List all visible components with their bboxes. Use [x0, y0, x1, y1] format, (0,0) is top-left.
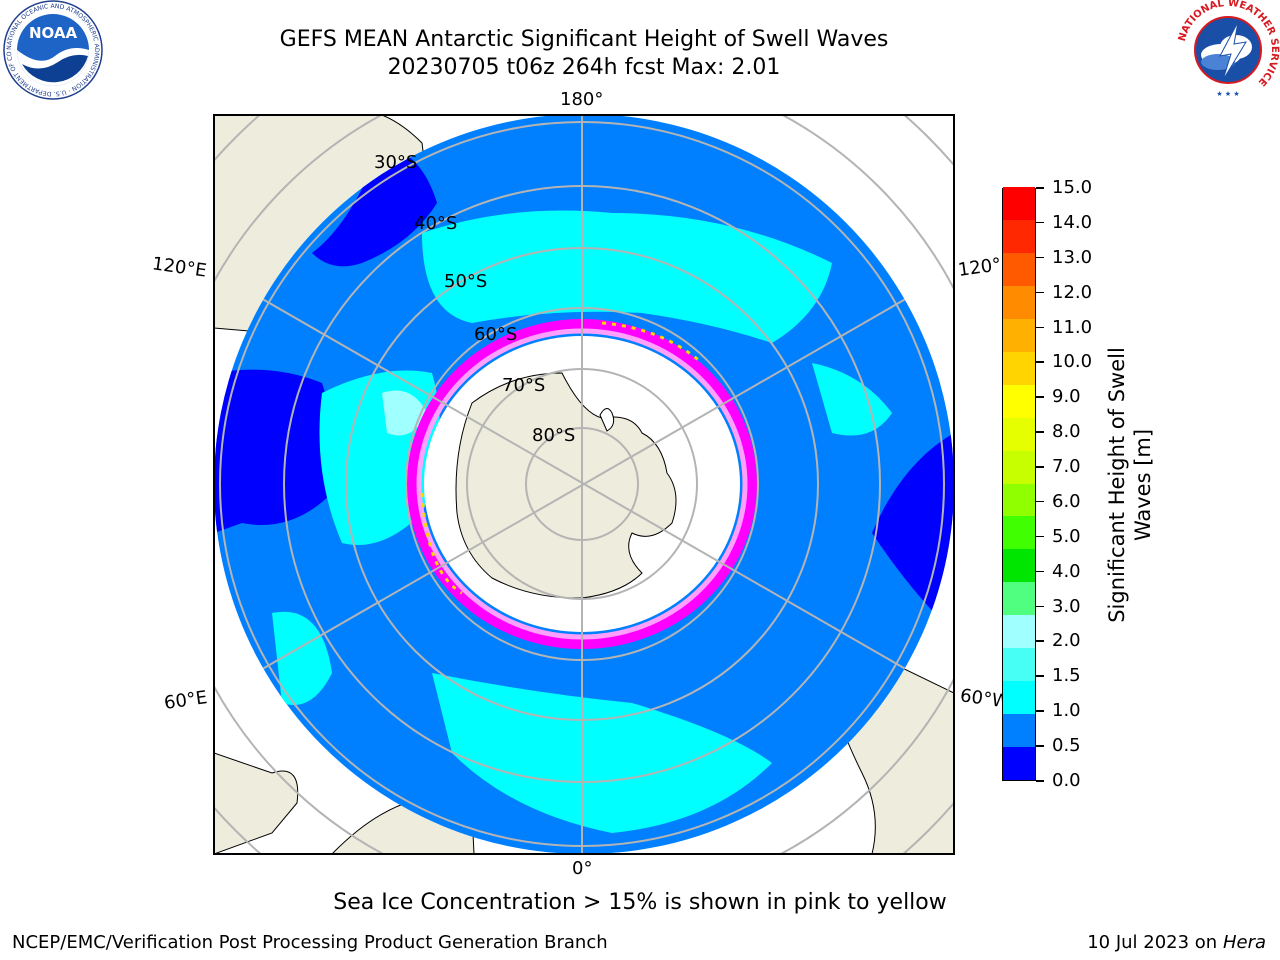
lat-label-80s: 80°S: [532, 425, 575, 446]
colorbar-tick-label: 11.0: [1052, 316, 1093, 338]
low-swell-region-tasman: [312, 143, 437, 267]
colorbar-tick: [1036, 396, 1044, 398]
colorbar-tick: [1036, 675, 1044, 677]
noaa-logo-text: NOAA: [29, 24, 78, 42]
colorbar-tick-label: 0.0: [1052, 770, 1081, 791]
colorbar-tick: [1036, 221, 1044, 224]
colorbar-tick-label: 8.0: [1052, 421, 1081, 443]
colorbar-tick-label: 15.0: [1052, 177, 1093, 198]
lon-label-60w: 60°W: [958, 685, 1004, 712]
lon-label-60e: 60°E: [162, 687, 209, 714]
svg-text:★ ★ ★: ★ ★ ★: [1216, 90, 1239, 98]
colorbar-tick-label: 6.0: [1052, 490, 1081, 512]
colorbar-tick-label: 13.0: [1052, 246, 1093, 268]
colorbar-segment: [1003, 450, 1035, 484]
colorbar-tick-label: 12.0: [1052, 281, 1093, 303]
colorbar-tick-label: 3.0: [1052, 595, 1081, 617]
colorbar-tick: [1036, 570, 1044, 573]
lon-label-120e: 120°E: [150, 253, 208, 282]
lat-label-30s: 30°S: [374, 152, 417, 173]
map-frame: [213, 114, 955, 855]
colorbar-tick: [1036, 605, 1044, 608]
polar-map: 30°S 40°S 50°S 60°S 70°S 80°S: [213, 114, 955, 855]
colorbar-segment: [1003, 483, 1035, 517]
lat-label-40s: 40°S: [414, 213, 457, 234]
swell-belt-north: [422, 210, 832, 343]
colorbar-segment: [1003, 680, 1035, 715]
swell-belt-south: [432, 673, 772, 833]
colorbar-tick-label: 5.0: [1052, 525, 1081, 547]
colorbar-segment: [1003, 515, 1035, 550]
antarctica-land: [455, 372, 677, 599]
low-swell-region-west: [214, 369, 336, 533]
colorbar-tick-label: 14.0: [1052, 211, 1093, 233]
colorbar-tick: [1036, 256, 1044, 259]
colorbar-tick: [1036, 187, 1044, 189]
colorbar-segment: [1003, 746, 1035, 780]
colorbar-segment: [1003, 614, 1035, 649]
longitude-grid: [214, 115, 954, 854]
colorbar-tick: [1036, 291, 1044, 294]
colorbar-tick: [1036, 500, 1044, 503]
map-subtitle: 20230705 t06z 264h fcst Max: 2.01: [387, 55, 781, 80]
colorbar-segment: [1003, 647, 1035, 682]
colorbar-tick: [1036, 710, 1044, 712]
colorbar-segment: [1003, 219, 1035, 253]
swell-belt-southwest: [272, 611, 332, 705]
footer-date: 10 Jul 2023 on Hera: [1087, 932, 1266, 953]
footer-credit: NCEP/EMC/Verification Post Processing Pr…: [12, 932, 608, 953]
antarctic-peninsula: [599, 408, 615, 432]
colorbar-segment: [1003, 252, 1035, 286]
colorbar-tick-label: 0.5: [1052, 735, 1081, 757]
colorbar-tick: [1036, 466, 1044, 468]
colorbar-tick-label: 7.0: [1052, 456, 1081, 478]
nws-logo: NATIONAL WEATHER SERVICE ★ ★ ★: [1177, 0, 1280, 99]
noaa-logo: NATIONAL OCEANIC AND ATMOSPHERIC ADMINIS…: [0, 0, 103, 100]
colorbar-segment: [1003, 581, 1035, 616]
colorbar-segment: [1003, 318, 1035, 352]
colorbar-tick-label: 4.0: [1052, 560, 1081, 582]
colorbar: [1002, 186, 1036, 781]
lat-label-60s: 60°S: [474, 324, 517, 345]
colorbar-tick: [1036, 780, 1044, 782]
colorbar-tick: [1036, 535, 1044, 538]
colorbar-tick: [1036, 431, 1044, 433]
lat-label-50s: 50°S: [444, 271, 487, 292]
colorbar-segment: [1003, 713, 1035, 748]
colorbar-segment: [1003, 417, 1035, 451]
lat-label-70s: 70°S: [502, 375, 545, 396]
lon-label-120w: 120°W: [956, 254, 1004, 281]
colorbar-tick: [1036, 745, 1044, 747]
colorbar-tick: [1036, 640, 1044, 642]
colorbar-tick: [1036, 361, 1044, 363]
colorbar-segment: [1003, 548, 1035, 583]
low-swell-region-east: [872, 433, 954, 633]
colorbar-tick: [1036, 326, 1044, 329]
map-title: GEFS MEAN Antarctic Significant Height o…: [279, 27, 889, 52]
lon-label-180: 180°: [560, 89, 604, 110]
sea-ice-caption: Sea Ice Concentration > 15% is shown in …: [333, 890, 947, 915]
colorbar-segment: [1003, 351, 1035, 385]
lon-label-0: 0°: [572, 858, 593, 879]
colorbar-segment: [1003, 285, 1035, 319]
colorbar-tick-label: 1.0: [1052, 700, 1081, 722]
colorbar-tick-label: 1.5: [1052, 665, 1081, 687]
colorbar-segment: [1003, 384, 1035, 418]
colorbar-tick-label: 10.0: [1052, 351, 1093, 373]
colorbar-tick-label: 2.0: [1052, 630, 1081, 652]
colorbar-segment: [1003, 186, 1035, 220]
colorbar-tick-label: 9.0: [1052, 386, 1081, 408]
footer-machine: Hera: [1222, 932, 1266, 953]
